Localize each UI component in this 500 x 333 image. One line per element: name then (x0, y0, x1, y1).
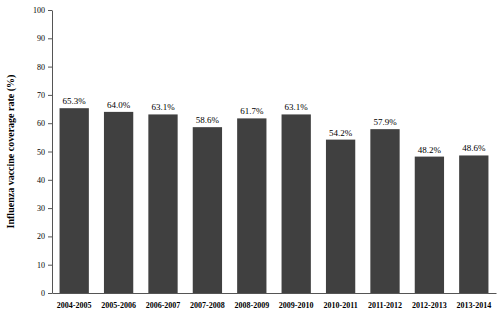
y-tick-label: 90 (37, 34, 45, 43)
x-axis-line (53, 293, 497, 294)
data-label: 61.7% (240, 106, 264, 116)
y-tick-mark (48, 123, 52, 124)
x-tick: 2012-2013 (412, 293, 447, 310)
data-label: 63.1% (151, 102, 175, 112)
y-tick: 100 (33, 6, 52, 15)
bar (282, 114, 311, 293)
y-axis: 0 10 20 30 40 50 60 70 80 90 100 (33, 6, 53, 298)
y-tick-mark (48, 293, 52, 294)
data-label: 64.0% (107, 100, 131, 110)
bar (60, 108, 89, 293)
bar (193, 127, 222, 293)
x-tick-label: 2010-2011 (323, 301, 357, 310)
y-tick: 10 (37, 261, 52, 270)
y-tick: 40 (37, 176, 52, 185)
y-tick: 70 (37, 91, 52, 100)
y-tick: 60 (37, 119, 52, 128)
y-tick: 30 (37, 204, 52, 213)
y-tick: 0 (41, 289, 52, 298)
data-label: 58.6% (196, 115, 220, 125)
data-labels: 65.3% 64.0% 63.1% 58.6% 61.7% 63.1% 54.2% 57.9%… (63, 96, 486, 154)
data-label: 63.1% (285, 102, 309, 112)
bars (60, 108, 489, 293)
x-tick-label: 2006-2007 (146, 301, 181, 310)
y-tick-mark (48, 95, 52, 96)
data-label: 48.2% (418, 145, 442, 155)
y-tick-mark (48, 208, 52, 209)
bar (237, 118, 266, 293)
x-tick-label: 2013-2014 (456, 301, 491, 310)
y-tick-mark (48, 180, 52, 181)
y-tick-mark (48, 67, 52, 68)
y-tick-mark (48, 10, 52, 11)
bar (326, 140, 355, 293)
y-axis-line (52, 11, 53, 294)
data-label: 48.6% (462, 143, 486, 153)
x-tick-label: 2012-2013 (412, 301, 447, 310)
y-axis-title: Influenza vaccine coverage rate (%) (5, 75, 17, 229)
x-tick: 2011-2012 (368, 293, 402, 310)
x-tick: 2004-2005 (57, 293, 92, 310)
y-tick: 50 (37, 148, 52, 157)
y-tick-label: 30 (37, 204, 45, 213)
y-tick-mark (48, 152, 52, 153)
bar (104, 112, 133, 293)
x-tick: 2013-2014 (456, 293, 491, 310)
x-tick: 2009-2010 (279, 293, 314, 310)
x-axis: 2004-2005 2005-2006 2006-2007 2007-2008 2008… (53, 293, 497, 310)
x-tick: 2006-2007 (146, 293, 181, 310)
bar (415, 157, 444, 293)
y-tick: 80 (37, 63, 52, 72)
x-tick-label: 2007-2008 (190, 301, 225, 310)
y-tick-label: 40 (37, 176, 45, 185)
y-tick: 20 (37, 232, 52, 241)
y-tick-label: 10 (37, 261, 45, 270)
x-tick-label: 2004-2005 (57, 301, 92, 310)
bar (370, 129, 399, 293)
x-tick: 2005-2006 (101, 293, 136, 310)
y-tick-label: 0 (41, 289, 45, 298)
bar (459, 155, 488, 293)
y-tick-mark (48, 38, 52, 39)
x-tick: 2007-2008 (190, 293, 225, 310)
plot: 0 10 20 30 40 50 60 70 80 90 100 2004-2005 2005-2006… (33, 6, 497, 310)
x-tick-label: 2011-2012 (368, 301, 402, 310)
y-tick-mark (48, 265, 52, 266)
y-tick-label: 20 (37, 232, 45, 241)
data-label: 57.9% (373, 117, 397, 127)
y-tick-mark (48, 236, 52, 237)
bar (148, 114, 177, 293)
data-label: 54.2% (329, 128, 353, 138)
x-tick-label: 2005-2006 (101, 301, 136, 310)
y-tick-label: 80 (37, 63, 45, 72)
x-tick: 2008-2009 (234, 293, 269, 310)
x-tick: 2010-2011 (323, 293, 357, 310)
x-tick-label: 2008-2009 (234, 301, 269, 310)
x-tick-label: 2009-2010 (279, 301, 314, 310)
y-tick-label: 100 (33, 6, 45, 15)
chart: 0 10 20 30 40 50 60 70 80 90 100 2004-2005 2005-2006… (0, 0, 500, 333)
data-label: 65.3% (63, 96, 87, 106)
y-tick-label: 50 (37, 148, 45, 157)
y-tick-label: 60 (37, 119, 45, 128)
y-tick: 90 (37, 34, 52, 43)
y-tick-label: 70 (37, 91, 45, 100)
